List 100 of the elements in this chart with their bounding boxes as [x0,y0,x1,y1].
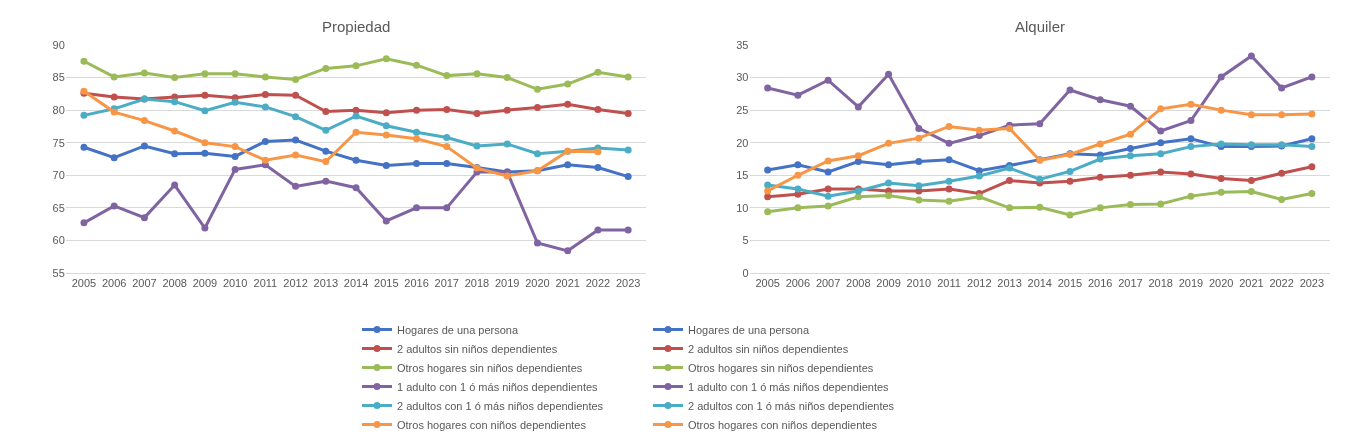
point [231,98,239,106]
point [231,152,239,160]
x-tick-label: 2015 [1057,277,1083,290]
point [110,73,118,81]
y-tick-label: 10 [736,201,749,214]
point [794,171,802,179]
point [975,126,983,134]
point [764,187,772,195]
point [473,142,481,150]
point [110,93,118,101]
point [885,139,893,147]
legend-label: 2 adultos con 1 ó más niños dependientes [687,399,895,412]
x-tick-label: 2023 [1299,277,1325,290]
point [1126,102,1134,110]
point [413,61,421,69]
point [261,103,269,111]
point [1187,143,1195,151]
y-tick-label: 15 [736,169,749,182]
point [1006,177,1014,184]
point [824,168,832,176]
point [1066,167,1074,175]
point [201,107,209,115]
x-tick-label: 2016 [404,277,429,290]
point [292,151,300,159]
point [413,135,421,143]
point [503,140,511,148]
point [322,64,330,72]
x-tick-label: 2016 [1087,277,1113,290]
point [1066,86,1074,94]
point [352,112,360,120]
point [201,139,209,147]
point [261,137,269,145]
point [1157,105,1165,113]
point [764,193,772,201]
point [1308,190,1316,198]
point [1187,192,1195,200]
point [624,226,632,234]
point [824,76,832,84]
point [1247,177,1255,184]
point [624,146,632,154]
point [80,57,88,65]
point [473,109,481,117]
point [443,134,451,141]
point [352,62,360,70]
y-tick-label: 25 [736,103,749,116]
point [1006,204,1014,212]
x-tick-label: 2013 [313,277,339,290]
x-tick-label: 2014 [1027,277,1052,290]
y-tick-label: 90 [52,38,65,51]
legend-label: 1 adulto con 1 ó más niños dependientes [687,380,890,393]
y-tick-label: 80 [52,103,65,116]
point [292,76,300,84]
point [201,149,209,157]
point [503,106,511,114]
point [473,70,481,78]
point [1278,195,1286,203]
point [443,143,451,151]
x-tick-label: 2014 [343,277,369,290]
point [594,105,602,113]
point [824,202,832,210]
x-tick-label: 2011 [937,277,961,290]
y-tick-label: 30 [736,71,749,84]
point [1157,168,1165,176]
point [624,173,632,181]
point [1096,96,1104,104]
point [1096,155,1104,163]
point [594,163,602,171]
point [140,214,148,222]
point [794,204,802,212]
point [80,111,88,119]
x-tick-label: 2005 [71,277,97,290]
point [885,179,893,187]
point [322,147,330,155]
legend-label: 2 adultos con 1 ó más niños dependientes [397,399,604,412]
point [171,181,179,189]
point [382,109,390,117]
point [945,185,953,193]
x-tick-label: 2007 [132,277,157,290]
legend-label: Hogares de una persona [397,323,519,336]
point [503,172,511,180]
point [382,131,390,139]
point [352,184,360,192]
point [261,73,269,81]
x-tick-label: 2012 [283,277,308,290]
point [1217,106,1225,114]
point [322,107,330,115]
point [292,182,300,190]
point [443,160,451,168]
point [564,100,572,108]
point [594,68,602,76]
point [201,91,209,99]
point [1036,203,1044,211]
point [443,105,451,113]
point [1247,188,1255,196]
point [1187,100,1195,108]
y-tick-label: 5 [742,234,749,247]
y-tick-label: 55 [52,266,65,279]
point [1066,211,1074,219]
point [945,122,953,130]
point [1066,177,1074,185]
